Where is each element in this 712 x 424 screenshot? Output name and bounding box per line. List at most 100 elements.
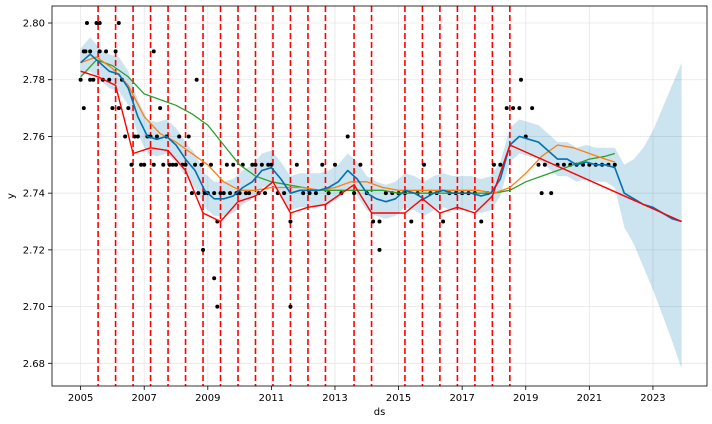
y-tick-label: 2.74	[23, 189, 45, 200]
observed-point	[107, 77, 112, 82]
x-tick-label: 2017	[449, 393, 474, 404]
observed-point	[177, 134, 182, 139]
observed-point	[542, 162, 547, 167]
observed-point	[561, 162, 566, 167]
x-tick-label: 2019	[513, 393, 538, 404]
observed-point	[377, 247, 382, 252]
y-tick-label: 2.68	[23, 359, 45, 370]
observed-point	[263, 191, 268, 196]
y-axis-label: y	[6, 193, 17, 199]
observed-point	[151, 49, 156, 54]
observed-point	[511, 106, 516, 111]
observed-point	[282, 191, 287, 196]
observed-point	[441, 219, 446, 224]
observed-point	[479, 219, 484, 224]
observed-point	[78, 77, 83, 82]
observed-point	[320, 162, 325, 167]
observed-point	[536, 162, 541, 167]
observed-point	[199, 162, 204, 167]
observed-point	[212, 191, 217, 196]
observed-point	[294, 162, 299, 167]
observed-point	[313, 191, 318, 196]
observed-point	[212, 276, 217, 281]
observed-point	[116, 106, 121, 111]
observed-point	[518, 77, 523, 82]
observed-point	[170, 162, 175, 167]
observed-point	[132, 134, 137, 139]
observed-point	[383, 191, 388, 196]
observed-point	[371, 219, 376, 224]
y-tick-label: 2.78	[23, 75, 45, 86]
observed-point	[126, 106, 131, 111]
observed-point	[97, 49, 102, 54]
observed-point	[81, 106, 86, 111]
observed-point	[358, 162, 363, 167]
observed-point	[288, 219, 293, 224]
observed-point	[208, 162, 213, 167]
observed-point	[186, 134, 191, 139]
observed-point	[498, 162, 503, 167]
observed-point	[201, 247, 206, 252]
x-tick-label: 2007	[131, 393, 156, 404]
observed-point	[113, 49, 118, 54]
trend-line	[80, 70, 682, 223]
y-tick-label: 2.70	[23, 302, 45, 313]
y-axis-ticks: 2.68 2.70 2.72 2.74 2.76 2.78 2.80	[23, 19, 52, 370]
observed-point	[135, 134, 140, 139]
x-tick-label: 2011	[259, 393, 284, 404]
observed-point	[94, 21, 99, 26]
observed-point	[142, 162, 147, 167]
y-tick-label: 2.76	[23, 132, 45, 143]
observed-point	[158, 106, 163, 111]
changepoint-layer	[97, 6, 511, 386]
observed-point	[129, 162, 134, 167]
observed-point	[231, 162, 236, 167]
observed-point	[307, 191, 312, 196]
x-tick-label: 2009	[195, 393, 220, 404]
observed-point	[110, 106, 115, 111]
x-tick-label: 2013	[322, 393, 347, 404]
x-axis-ticks: 2005 2007 2009 2011 2013 2015 2017 2019 2021 2023	[68, 386, 666, 404]
observed-point	[247, 191, 252, 196]
observed-point	[218, 191, 223, 196]
observed-point	[84, 21, 89, 26]
x-axis-label: ds	[374, 407, 386, 418]
observed-point	[377, 219, 382, 224]
observed-point	[189, 191, 194, 196]
observed-point	[221, 191, 226, 196]
observed-point	[504, 106, 509, 111]
observed-point	[517, 106, 522, 111]
observed-point	[539, 191, 544, 196]
x-tick-label: 2015	[386, 393, 411, 404]
plot-frame	[51, 5, 708, 387]
series-lines-layer	[80, 53, 682, 223]
observed-point	[549, 191, 554, 196]
observed-point	[154, 134, 159, 139]
observed-point	[409, 219, 414, 224]
observed-point	[151, 162, 156, 167]
observed-point	[97, 21, 102, 26]
x-tick-label: 2023	[640, 393, 665, 404]
forecast-line	[80, 53, 682, 223]
observed-point	[530, 106, 535, 111]
observed-point	[301, 191, 306, 196]
observed-point	[123, 134, 128, 139]
observed-point	[193, 162, 198, 167]
observed-point	[174, 162, 179, 167]
observed-point	[215, 304, 220, 309]
y-tick-label: 2.80	[23, 19, 45, 30]
observed-point	[88, 77, 93, 82]
observed-point	[139, 162, 144, 167]
uncertainty-band	[80, 37, 682, 369]
observed-point	[104, 49, 109, 54]
observed-point	[345, 134, 350, 139]
observed-point	[612, 162, 617, 167]
observed-point	[422, 162, 427, 167]
observed-point	[288, 304, 293, 309]
observed-point	[326, 191, 331, 196]
observed-point	[332, 162, 337, 167]
uncertainty-band-layer	[80, 37, 682, 369]
observed-point	[491, 162, 496, 167]
observed-point	[243, 191, 248, 196]
